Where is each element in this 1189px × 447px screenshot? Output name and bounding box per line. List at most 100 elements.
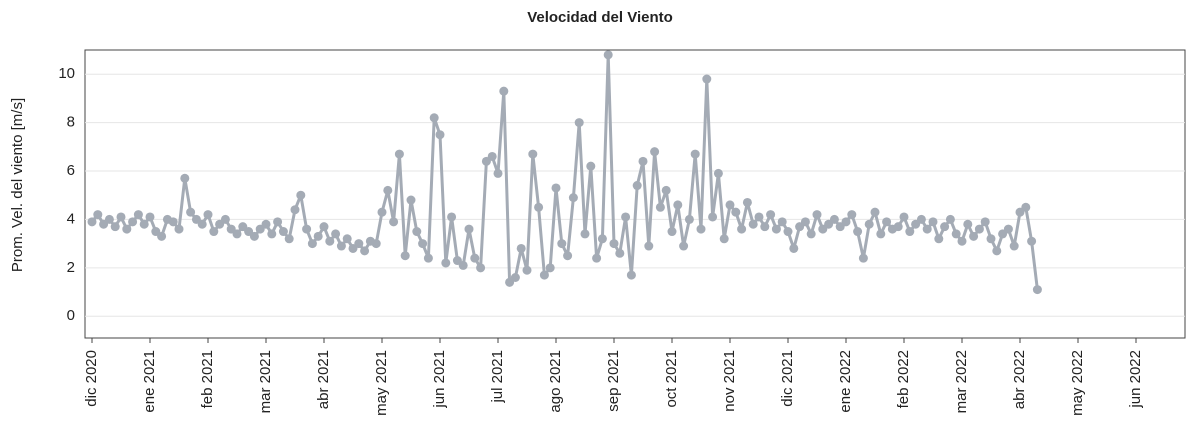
- data-point: [528, 149, 538, 159]
- data-point: [992, 246, 1002, 256]
- data-point: [406, 195, 416, 205]
- data-point: [139, 219, 149, 229]
- data-point: [180, 173, 190, 183]
- data-point: [267, 229, 277, 239]
- data-point: [800, 217, 810, 227]
- data-point: [302, 224, 312, 234]
- data-point: [389, 217, 399, 227]
- data-point: [748, 219, 758, 229]
- data-point: [609, 239, 619, 249]
- data-point: [789, 243, 799, 253]
- data-point: [580, 229, 590, 239]
- data-point: [336, 241, 346, 251]
- data-point: [957, 236, 967, 246]
- x-tick-label: sep 2021: [605, 350, 622, 412]
- data-point: [377, 207, 387, 217]
- data-point: [963, 219, 973, 229]
- data-point: [261, 219, 271, 229]
- y-tick-label: 6: [67, 162, 75, 179]
- data-point: [232, 229, 242, 239]
- data-point: [174, 224, 184, 234]
- data-point: [342, 234, 352, 244]
- y-tick-label: 2: [67, 259, 75, 276]
- data-point: [922, 224, 932, 234]
- data-point: [574, 118, 584, 128]
- data-point: [203, 210, 213, 220]
- data-point: [986, 234, 996, 244]
- data-point: [1003, 224, 1013, 234]
- data-point: [760, 222, 770, 232]
- data-point: [771, 224, 781, 234]
- data-point: [510, 272, 520, 282]
- data-point: [737, 224, 747, 234]
- data-point: [447, 212, 457, 222]
- data-point: [603, 50, 613, 60]
- data-point: [104, 214, 114, 224]
- data-point: [945, 214, 955, 224]
- plot-frame: [84, 49, 1186, 339]
- x-tick-label: ene 2021: [141, 350, 158, 413]
- x-tick-label: jun 2022: [1127, 350, 1144, 409]
- data-point: [400, 251, 410, 261]
- data-point: [470, 253, 480, 263]
- data-point: [632, 181, 642, 191]
- data-point: [679, 241, 689, 251]
- y-tick-label: 10: [58, 65, 75, 82]
- data-point: [829, 214, 839, 224]
- data-point: [916, 214, 926, 224]
- data-point: [157, 231, 167, 241]
- data-point: [331, 229, 341, 239]
- data-point: [940, 222, 950, 232]
- data-point: [354, 239, 364, 249]
- data-point: [412, 227, 422, 237]
- data-point: [777, 217, 787, 227]
- data-point: [592, 253, 602, 263]
- x-tick-label: feb 2022: [895, 350, 912, 408]
- data-point: [812, 210, 822, 220]
- x-tick-label: may 2021: [373, 350, 390, 416]
- data-point: [418, 239, 428, 249]
- data-point: [882, 217, 892, 227]
- data-point: [476, 263, 486, 273]
- data-point: [87, 217, 97, 227]
- data-point: [673, 200, 683, 210]
- data-point: [934, 234, 944, 244]
- y-tick-label: 0: [67, 307, 75, 324]
- data-point: [708, 212, 718, 222]
- data-point: [1027, 236, 1037, 246]
- x-tick-label: oct 2021: [663, 350, 680, 408]
- data-point: [1021, 202, 1031, 212]
- data-point: [638, 156, 648, 166]
- data-point: [307, 239, 317, 249]
- data-point: [487, 151, 497, 161]
- data-point: [806, 229, 816, 239]
- data-point: [626, 270, 636, 280]
- data-point: [325, 236, 335, 246]
- data-point: [493, 168, 503, 178]
- data-point: [435, 130, 445, 140]
- data-point: [145, 212, 155, 222]
- data-point: [290, 205, 300, 215]
- x-tick-label: nov 2021: [721, 350, 738, 412]
- x-tick-label: dic 2021: [779, 350, 796, 407]
- data-point: [684, 214, 694, 224]
- data-point: [841, 217, 851, 227]
- x-tick-label: mar 2021: [257, 350, 274, 413]
- data-point: [713, 168, 723, 178]
- data-point: [284, 234, 294, 244]
- data-point: [313, 231, 323, 241]
- data-point: [864, 219, 874, 229]
- data-point: [371, 239, 381, 249]
- data-point: [319, 222, 329, 232]
- data-point: [650, 147, 660, 157]
- x-tick-label: feb 2021: [199, 350, 216, 408]
- data-point: [853, 227, 863, 237]
- x-tick-label: may 2022: [1069, 350, 1086, 416]
- data-point: [951, 229, 961, 239]
- data-point: [696, 224, 706, 234]
- x-tick-label: ago 2021: [547, 350, 564, 413]
- data-point: [383, 185, 393, 195]
- data-point: [702, 74, 712, 84]
- data-point: [128, 217, 138, 227]
